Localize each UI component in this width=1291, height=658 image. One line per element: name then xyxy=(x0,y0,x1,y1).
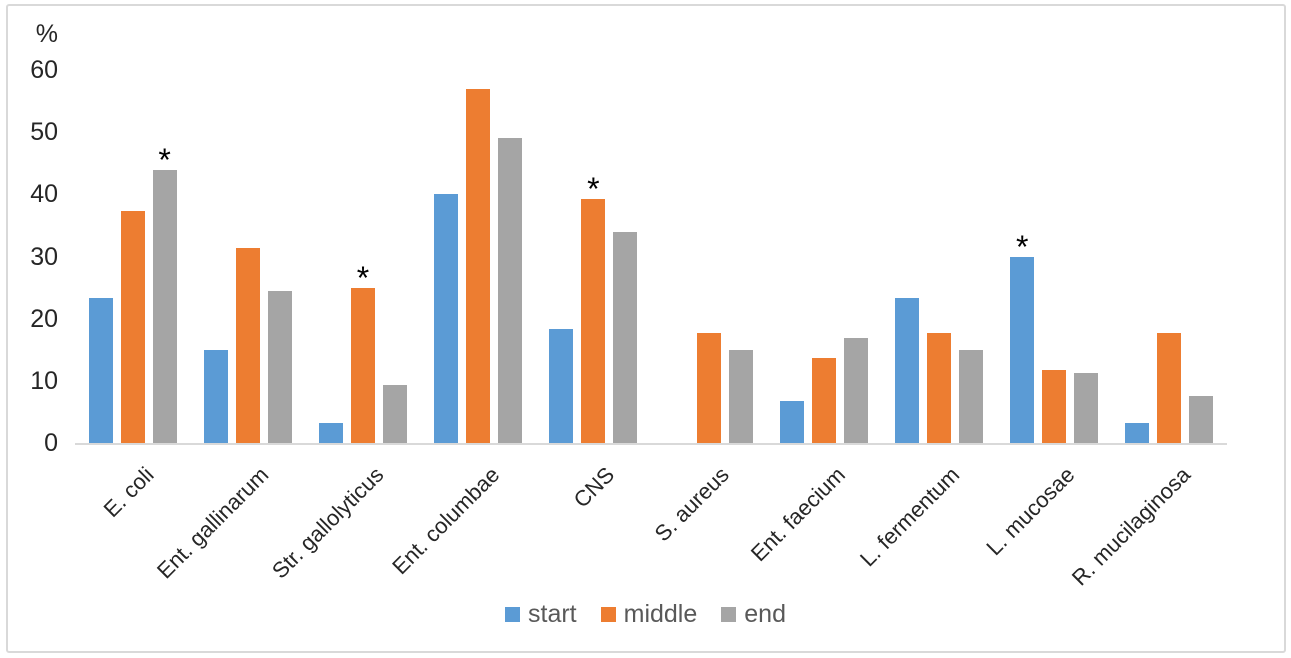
bar-group-s-aureus xyxy=(651,70,766,443)
bar-middle-r-mucilaginosa xyxy=(1157,332,1182,443)
legend-swatch-end xyxy=(721,607,737,622)
bar-start-ent-faecium xyxy=(779,401,804,443)
bar-middle-ent-columbae xyxy=(466,88,491,443)
bar-middle-s-aureus xyxy=(696,332,721,443)
bar-start-l-fermentum xyxy=(894,298,919,443)
bar-group-ent-gallinarum xyxy=(190,70,305,443)
legend-label-end: end xyxy=(744,600,786,628)
bar-start-r-mucilaginosa xyxy=(1125,422,1150,443)
legend: start middle end xyxy=(0,600,1291,629)
y-tick-20: 20 xyxy=(30,304,58,333)
legend-swatch-start xyxy=(505,607,520,622)
significance-asterisk-cns: * xyxy=(587,170,600,207)
y-tick-40: 40 xyxy=(30,180,58,209)
significance-asterisk-e-coli: * xyxy=(158,142,171,179)
bar-group-ent-columbae xyxy=(421,70,536,443)
bar-end-ent-gallinarum xyxy=(267,290,292,443)
plot-area: * * * * xyxy=(75,70,1227,445)
bar-group-l-mucosae: * xyxy=(997,70,1112,443)
bar-group-e-coli: * xyxy=(75,70,190,443)
bar-end-e-coli: * xyxy=(152,144,177,443)
y-tick-50: 50 xyxy=(30,118,58,147)
y-tick-60: 60 xyxy=(30,56,58,84)
bar-end-cns xyxy=(613,231,638,443)
bar-group-l-fermentum xyxy=(881,70,996,443)
legend-item-middle: middle xyxy=(600,600,698,629)
bar-end-str-gallolyticus xyxy=(382,384,407,443)
bar-middle-l-mucosae xyxy=(1042,370,1067,443)
legend-label-start: start xyxy=(528,600,577,628)
bar-group-cns: * xyxy=(536,70,651,443)
bar-start-ent-gallinarum xyxy=(203,349,228,443)
bar-group-str-gallolyticus: * xyxy=(305,70,420,443)
bar-end-l-fermentum xyxy=(958,349,983,443)
bar-middle-ent-faecium xyxy=(811,357,836,443)
bar-middle-e-coli xyxy=(120,211,145,443)
y-tick-0: 0 xyxy=(44,429,58,457)
legend-item-end: end xyxy=(721,600,786,629)
bar-end-ent-faecium xyxy=(843,337,868,443)
legend-swatch-middle xyxy=(600,607,616,622)
bar-end-ent-columbae xyxy=(498,138,523,443)
y-tick-10: 10 xyxy=(30,366,58,395)
bar-end-r-mucilaginosa xyxy=(1189,396,1214,443)
bar-end-l-mucosae xyxy=(1074,373,1099,443)
bar-start-str-gallolyticus xyxy=(318,422,343,443)
bar-start-e-coli xyxy=(88,298,113,443)
bar-middle-cns: * xyxy=(581,173,606,443)
legend-item-start: start xyxy=(505,600,577,629)
bar-middle-str-gallolyticus: * xyxy=(350,262,375,443)
bar-start-ent-columbae xyxy=(434,194,459,443)
significance-asterisk-str-gallolyticus: * xyxy=(356,259,370,296)
bar-end-s-aureus xyxy=(728,349,753,443)
y-axis-unit-label: % xyxy=(35,20,58,48)
bar-start-cns xyxy=(549,329,574,443)
bar-group-r-mucilaginosa xyxy=(1112,70,1227,443)
bar-middle-ent-gallinarum xyxy=(235,247,260,443)
chart-frame xyxy=(6,4,1286,653)
bar-middle-l-fermentum xyxy=(926,332,951,443)
bar-start-l-mucosae: * xyxy=(1010,231,1035,443)
y-tick-30: 30 xyxy=(30,242,58,271)
significance-asterisk-l-mucosae: * xyxy=(1015,228,1029,265)
legend-label-middle: middle xyxy=(623,600,698,628)
bar-group-ent-faecium xyxy=(766,70,881,443)
